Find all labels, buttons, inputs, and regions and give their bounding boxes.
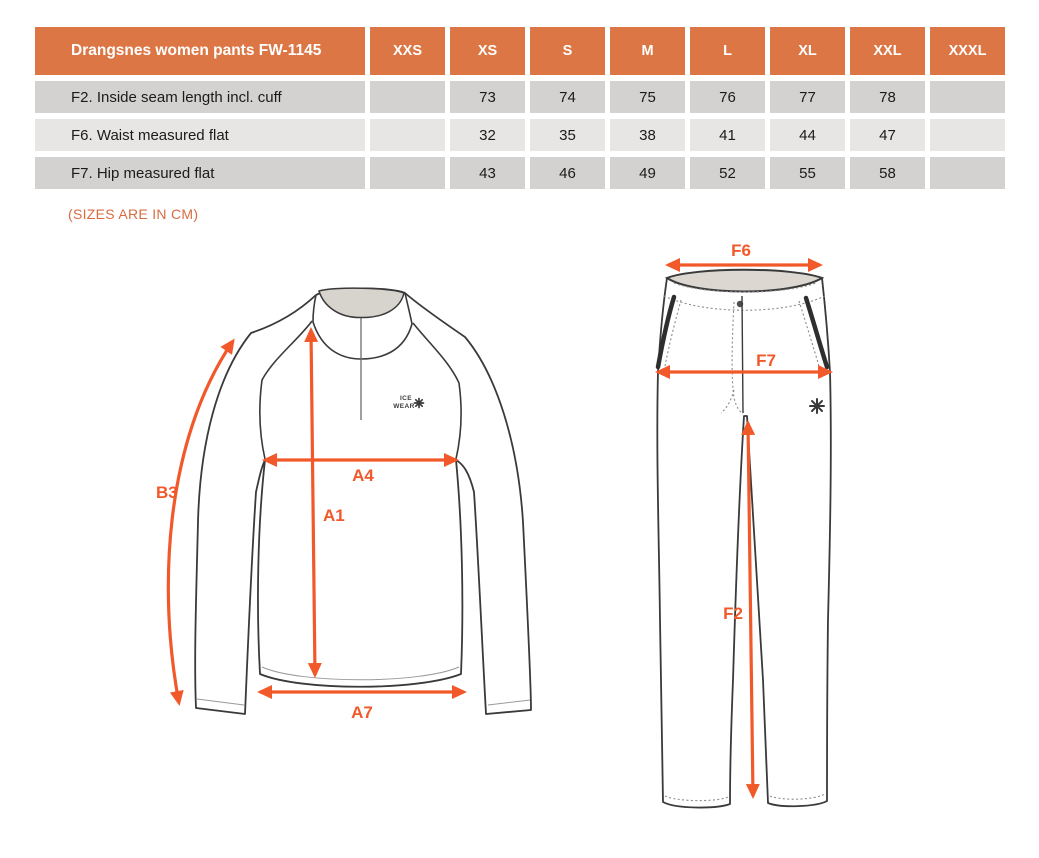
size-value-cell: 74 xyxy=(530,81,605,113)
units-note: (SIZES ARE IN CM) xyxy=(68,206,199,222)
size-value-cell: 38 xyxy=(610,119,685,151)
size-value-cell: 58 xyxy=(850,157,925,189)
f7-label: F7 xyxy=(756,351,776,370)
table-row: F2. Inside seam length incl. cuff 73 74 … xyxy=(35,81,1005,113)
size-value-cell: 77 xyxy=(770,81,845,113)
size-value-cell: 35 xyxy=(530,119,605,151)
size-value-cell: 52 xyxy=(690,157,765,189)
size-value-cell: 47 xyxy=(850,119,925,151)
f2-arrow xyxy=(741,420,760,799)
pants-diagram: F6 F7 F2 xyxy=(655,241,833,809)
b3-label: B3 xyxy=(156,483,178,502)
f6-label: F6 xyxy=(731,241,751,260)
size-header-m: M xyxy=(610,27,685,75)
fly-line xyxy=(741,295,744,414)
a1-arrow xyxy=(304,327,322,678)
brand-logo: ICE WEAR xyxy=(393,395,425,410)
size-value-cell: 75 xyxy=(610,81,685,113)
hem-stitch xyxy=(261,666,460,681)
size-value-cell: 44 xyxy=(770,119,845,151)
b3-arrow xyxy=(166,338,235,706)
size-value-cell: 76 xyxy=(690,81,765,113)
table-header-row: Drangsnes women pants FW-1145 XXS XS S M… xyxy=(35,27,1005,75)
size-header-xs: XS xyxy=(450,27,525,75)
size-header-s: S xyxy=(530,27,605,75)
size-value-cell xyxy=(370,81,445,113)
size-value-cell: 46 xyxy=(530,157,605,189)
pocket-right xyxy=(803,295,830,370)
size-value-cell: 73 xyxy=(450,81,525,113)
waistband-stitch xyxy=(673,282,817,293)
size-value-cell: 78 xyxy=(850,81,925,113)
collar-interior xyxy=(318,287,405,319)
size-value-cell: 43 xyxy=(450,157,525,189)
sweater-outline xyxy=(194,287,532,715)
pants-outline xyxy=(656,277,832,809)
table-row: F7. Hip measured flat 43 46 49 52 55 58 xyxy=(35,157,1005,189)
size-value-cell: 41 xyxy=(690,119,765,151)
measure-label: F2. Inside seam length incl. cuff xyxy=(35,81,365,113)
measure-label: F6. Waist measured flat xyxy=(35,119,365,151)
size-header-l: L xyxy=(690,27,765,75)
size-header-xxs: XXS xyxy=(370,27,445,75)
measure-label: F7. Hip measured flat xyxy=(35,157,365,189)
size-header-xxl: XXL xyxy=(850,27,925,75)
logo-text-line1: ICE xyxy=(400,395,412,402)
size-value-cell xyxy=(930,119,1005,151)
a4-label: A4 xyxy=(352,466,374,485)
raglan-seam-right xyxy=(412,322,462,460)
table-title: Drangsnes women pants FW-1145 xyxy=(35,27,365,75)
pocket-left xyxy=(655,294,677,370)
raglan-seam-left xyxy=(259,320,313,460)
size-value-cell xyxy=(930,157,1005,189)
size-value-cell xyxy=(370,157,445,189)
size-table: Drangsnes women pants FW-1145 XXS XS S M… xyxy=(30,21,1010,195)
size-value-cell: 32 xyxy=(450,119,525,151)
size-value-cell xyxy=(930,81,1005,113)
fly-shield-stitch xyxy=(720,389,735,414)
pocket-stitch xyxy=(664,299,820,367)
a1-label: A1 xyxy=(323,506,345,525)
table-row: F6. Waist measured flat 32 35 38 41 44 4… xyxy=(35,119,1005,151)
leg-hem-stitch xyxy=(664,793,826,802)
sweater-diagram: ICE WEAR B3 A4 A1 A7 xyxy=(156,287,532,722)
size-value-cell: 55 xyxy=(770,157,845,189)
f2-label: F2 xyxy=(723,604,743,623)
a7-label: A7 xyxy=(351,703,373,722)
snowflake-icon xyxy=(413,397,425,409)
size-value-cell xyxy=(370,119,445,151)
size-header-xl: XL xyxy=(770,27,845,75)
size-value-cell: 49 xyxy=(610,157,685,189)
size-header-xxxl: XXXL xyxy=(930,27,1005,75)
snowflake-icon xyxy=(809,398,825,414)
logo-text-line2: WEAR xyxy=(393,403,414,410)
